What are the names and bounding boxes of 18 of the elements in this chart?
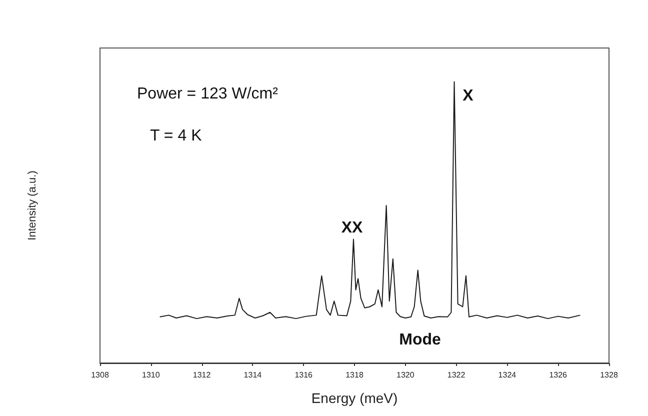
x-tick-label: 1318 [346, 370, 364, 380]
x-tick-label: 1314 [244, 370, 262, 380]
x-tick-label: 1316 [294, 370, 314, 380]
x-tick-label: 1320 [396, 370, 415, 380]
x-tick-label: 1308 [91, 370, 110, 380]
annotation: Mode [399, 332, 441, 348]
annotation: XX [341, 220, 363, 236]
annotation: T = 4 K [150, 128, 202, 144]
x-tick-label: 1326 [549, 370, 568, 380]
x-tick-label: 1310 [142, 370, 160, 380]
x-axis-title: Energy (meV) [311, 390, 398, 406]
x-tick-label: 1324 [498, 370, 517, 380]
annotation: Power = 123 W/cm² [137, 86, 279, 102]
x-tick-label: 1312 [192, 370, 212, 380]
y-axis-title: Intensity (a.u.) [26, 170, 38, 240]
x-tick-label: 1322 [447, 370, 466, 380]
annotation: X [462, 88, 474, 104]
x-tick-label: 1328 [600, 370, 618, 380]
